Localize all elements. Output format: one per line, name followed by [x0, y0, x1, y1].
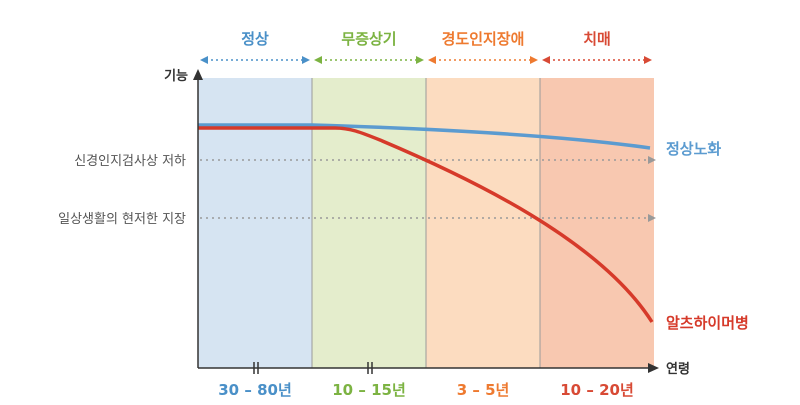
level-label-daily: 일상생활의 현저한 지장: [58, 212, 186, 227]
y-axis-arrowhead: [193, 69, 203, 80]
stage-headers: 정상 무증상기 경도인지장애 치매: [241, 30, 611, 48]
normal-aging-curve: [198, 123, 651, 150]
axis-break-mark: [253, 362, 259, 374]
stage-arrow-mci: [428, 56, 538, 64]
x-axis-arrowhead: [648, 363, 659, 373]
axes: [193, 69, 659, 374]
stage-band-asymptomatic: [312, 78, 426, 368]
duration-labels: 30 – 80년 10 – 15년 3 – 5년 10 – 20년: [218, 381, 634, 399]
stage-label-normal: 정상: [241, 30, 269, 48]
x-axis-label: 연령: [666, 362, 690, 377]
alzheimer-label: 알츠하이머병: [666, 314, 749, 332]
stage-label-dementia: 치매: [583, 30, 611, 48]
axis-break-mark: [367, 362, 373, 374]
stage-band-normal: [198, 78, 312, 368]
alzheimer-curve: [198, 126, 654, 323]
stage-band-dementia: [540, 78, 654, 368]
stage-label-asymptomatic: 무증상기: [341, 30, 396, 48]
stage-arrow-asymptomatic: [314, 56, 424, 64]
duration-label-mci: 3 – 5년: [457, 381, 510, 399]
threshold-arrowhead: [648, 214, 656, 222]
duration-label-asymptomatic: 10 – 15년: [332, 381, 406, 399]
normal-aging-label: 정상노화: [666, 140, 721, 158]
stage-arrows: [200, 56, 652, 64]
level-label-cognitive: 신경인지검사상 저하: [74, 154, 186, 169]
stage-label-mci: 경도인지장애: [442, 30, 525, 48]
stage-band-mci: [426, 78, 540, 368]
duration-label-dementia: 10 – 20년: [560, 381, 634, 399]
threshold-arrowhead: [648, 156, 656, 164]
duration-label-normal: 30 – 80년: [218, 381, 292, 399]
stage-arrow-normal: [200, 56, 310, 64]
stage-arrow-dementia: [542, 56, 652, 64]
y-axis-label: 기능: [164, 69, 188, 84]
